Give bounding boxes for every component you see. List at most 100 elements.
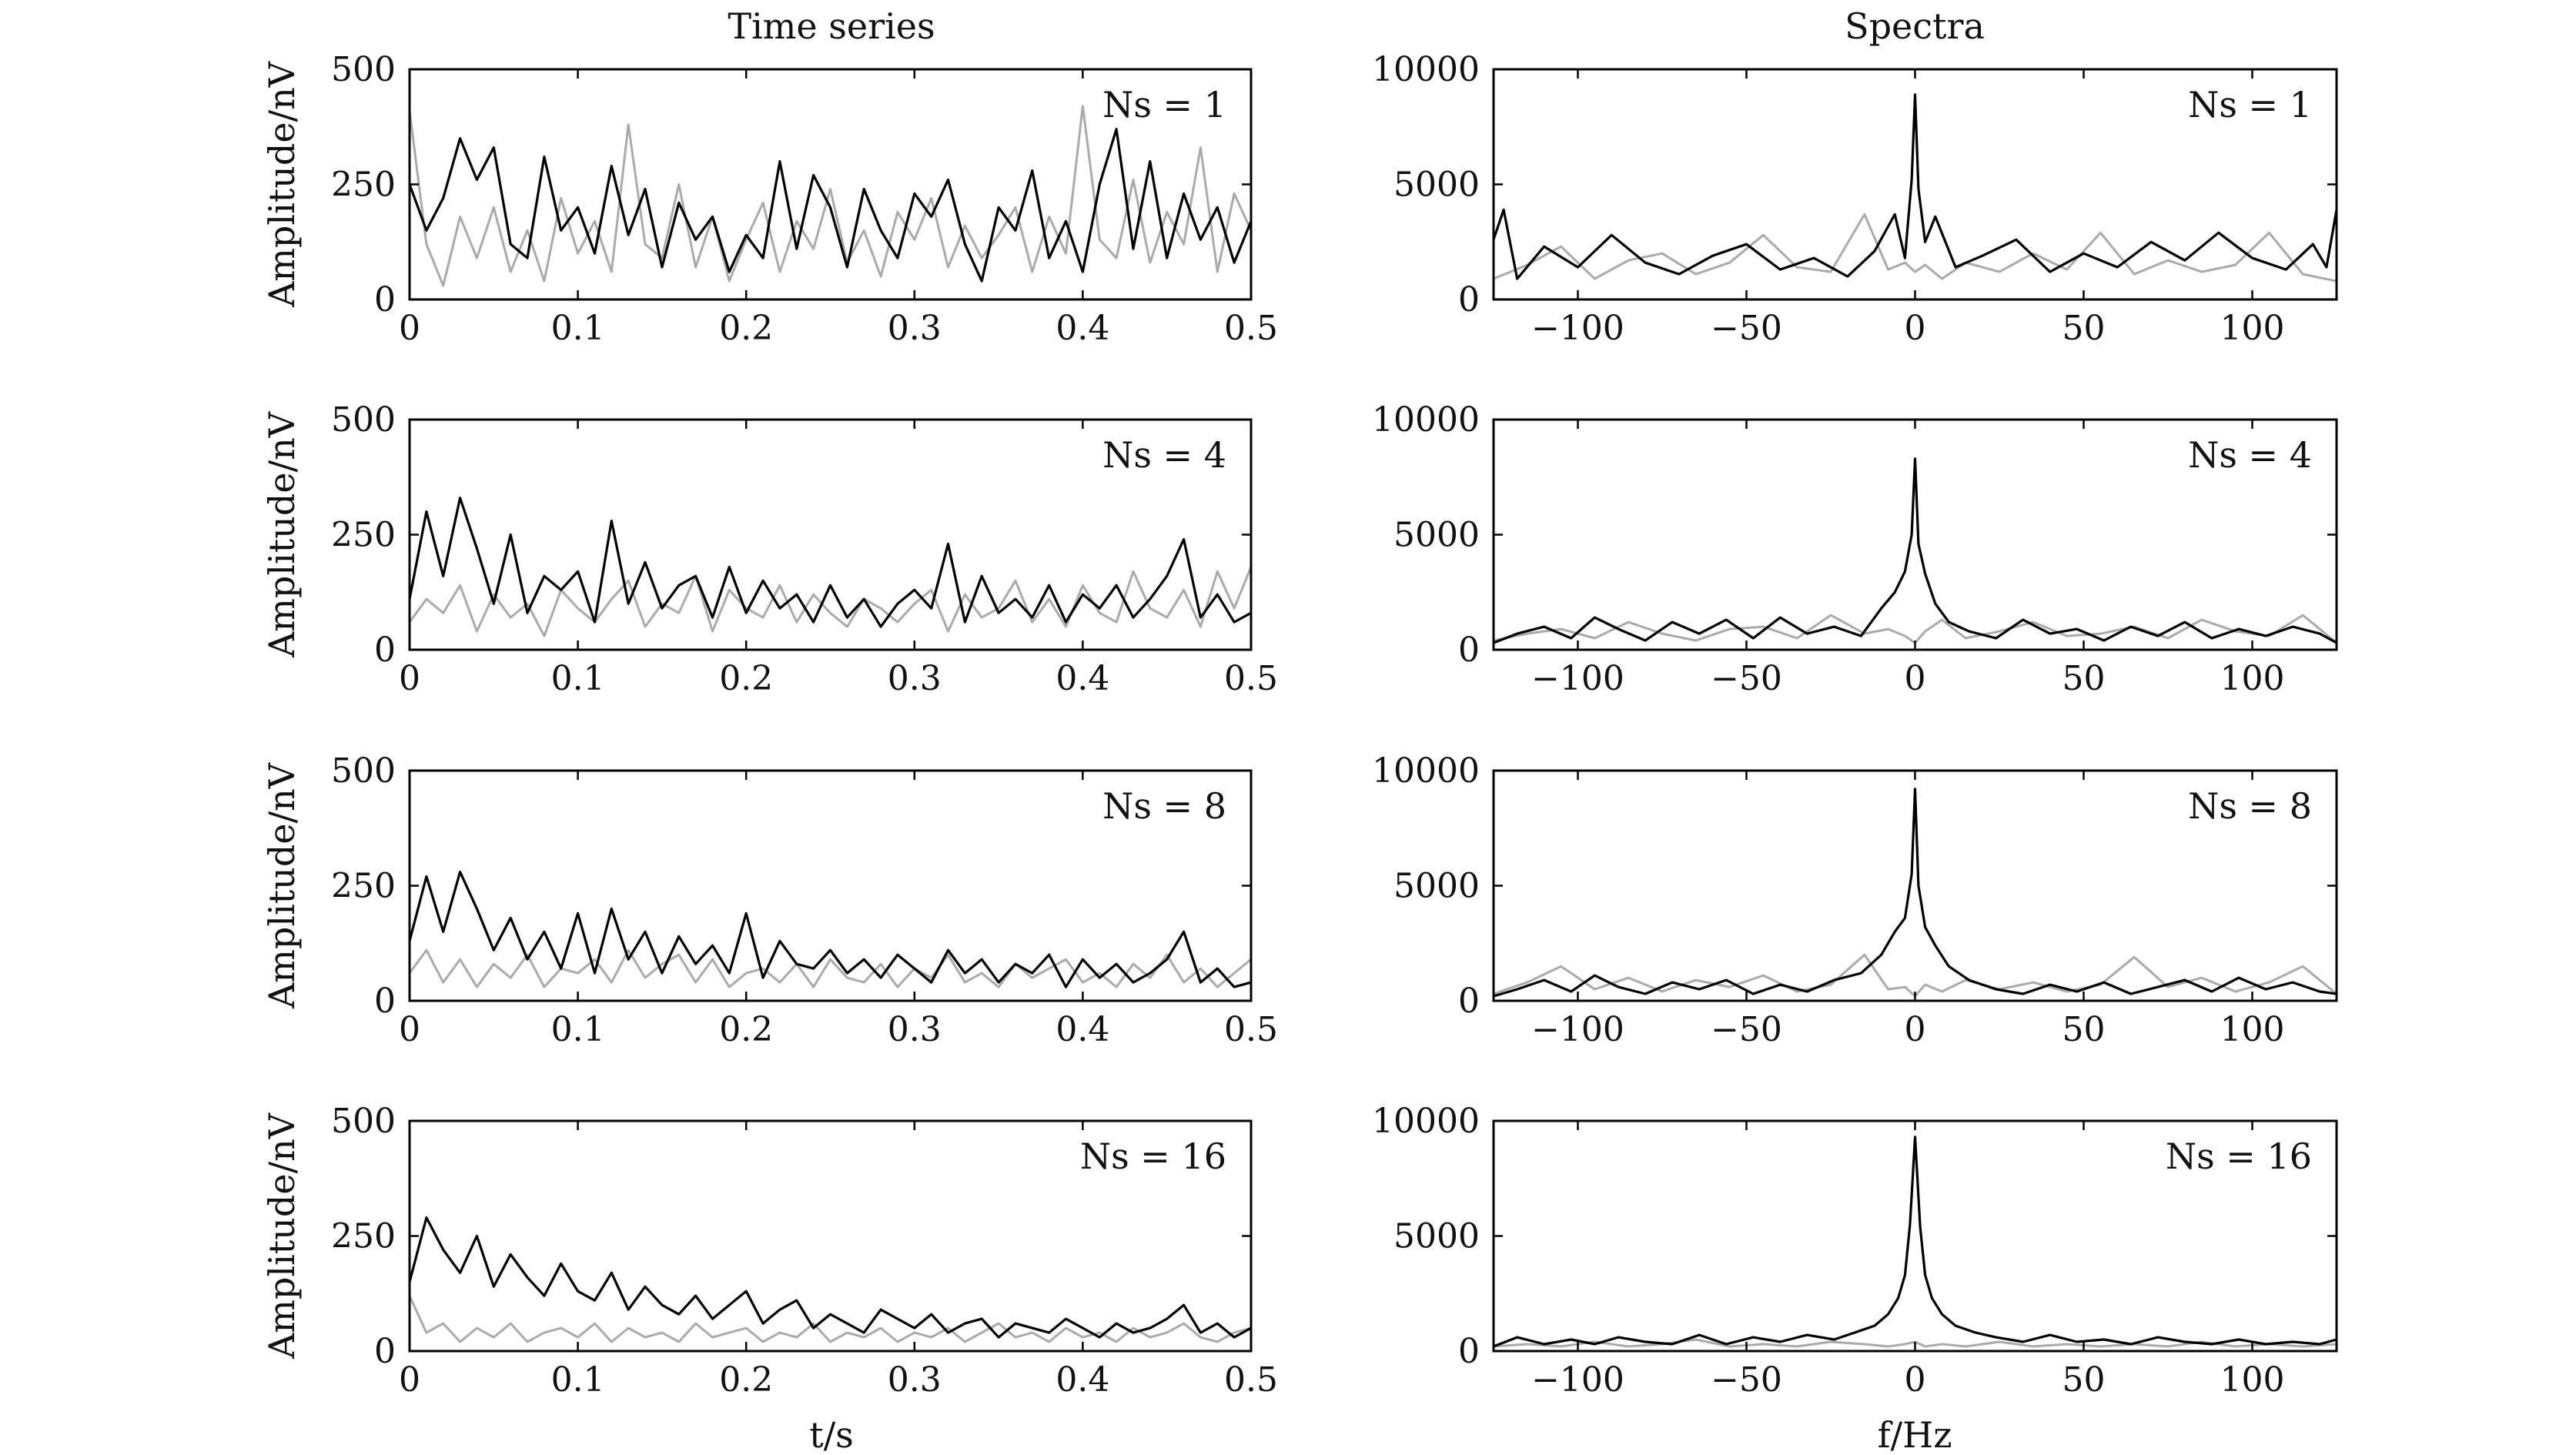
- series-line-signal: [410, 128, 1251, 283]
- x-tick-label: −50: [1711, 1360, 1782, 1400]
- x-tick-label: 0.3: [888, 659, 942, 698]
- x-tick-label: 0.1: [551, 309, 605, 348]
- panel-sp-4: −100 −50 0 50 100 0 5000 10000 Ns = 4: [1372, 400, 2338, 698]
- y-tick-label: 250: [331, 1217, 396, 1256]
- x-tick-label: −100: [1531, 659, 1624, 698]
- panel-sp-8: −100 −50 0 50 100 0 5000 10000 Ns = 8: [1372, 751, 2338, 1049]
- y-tick-label: 0: [374, 280, 396, 319]
- panel-sp-16: −100 −50 0 50 100 0 5000 10000 Ns = 16: [1372, 1102, 2338, 1400]
- series-line-signal: [1494, 457, 2337, 644]
- time-axis-label: t/s: [809, 1414, 854, 1455]
- x-tick-label: 0.2: [719, 309, 773, 348]
- x-tick-label: −50: [1711, 659, 1782, 698]
- x-tick-label: 0.5: [1224, 659, 1278, 698]
- x-tick-label: 0.4: [1055, 659, 1109, 698]
- ns-annotation: Ns = 1: [2188, 84, 2312, 125]
- y-tick-label: 500: [331, 400, 396, 440]
- x-tick-label: 0.2: [719, 1010, 773, 1049]
- series-line-noise: [410, 948, 1251, 988]
- y-tick-label: 0: [374, 630, 396, 670]
- panel-ts-16: 0 0.1 0.2 0.3 0.4 0.5 0 250 500 Ns = 16 Amplitude/…: [261, 1102, 1278, 1400]
- x-tick-label: 0: [399, 1010, 420, 1049]
- x-tick-label: −50: [1711, 309, 1782, 348]
- panel-ts-4: 0 0.1 0.2 0.3 0.4 0.5 0 250 500 Ns = 4 Amplitude/n…: [261, 400, 1278, 698]
- y-tick-label: 10000: [1372, 751, 1480, 791]
- x-tick-label: 50: [2062, 659, 2106, 698]
- series-line-noise: [410, 1295, 1251, 1343]
- x-tick-label: 0.5: [1224, 1010, 1278, 1049]
- x-tick-label: 0.1: [551, 659, 605, 698]
- y-tick-label: 500: [331, 1102, 396, 1141]
- ns-annotation: Ns = 16: [1080, 1136, 1226, 1177]
- series-line-noise: [1494, 212, 2337, 283]
- series-line-signal: [410, 870, 1251, 988]
- series-line-signal: [1494, 1136, 2337, 1348]
- x-tick-label: 0.2: [719, 659, 773, 698]
- amplitude-axis-label: Amplitude/nV: [261, 762, 303, 1009]
- y-tick-label: 500: [331, 50, 396, 89]
- panel-ts-8: 0 0.1 0.2 0.3 0.4 0.5 0 250 500 Ns = 8 Amplitude/n…: [261, 751, 1278, 1049]
- panel-ts-1: 0 0.1 0.2 0.3 0.4 0.5 0 250 500 Ns = 1 Amplitude/n…: [261, 50, 1278, 348]
- spectra-column-title: Spectra: [1845, 5, 1985, 47]
- y-tick-label: 250: [331, 166, 396, 205]
- x-tick-label: 0: [1905, 659, 1926, 698]
- y-tick-label: 0: [374, 982, 396, 1021]
- x-tick-label: 100: [2220, 659, 2285, 698]
- x-tick-label: 50: [2062, 1010, 2106, 1049]
- x-tick-label: 0.3: [888, 309, 942, 348]
- series-line-signal: [1494, 788, 2337, 998]
- series-line-noise: [410, 105, 1251, 287]
- y-tick-label: 5000: [1393, 867, 1480, 906]
- x-tick-label: −50: [1711, 1010, 1782, 1049]
- y-tick-label: 0: [1458, 1332, 1480, 1371]
- ns-annotation: Ns = 16: [2166, 1136, 2312, 1177]
- y-tick-label: 10000: [1372, 400, 1480, 440]
- panel-sp-1: −100 −50 0 50 100 0 5000 10000 Ns = 1: [1372, 50, 2338, 348]
- x-tick-label: 0.3: [888, 1010, 942, 1049]
- ns-annotation: Ns = 4: [1102, 434, 1226, 476]
- x-tick-label: 0.4: [1055, 1010, 1109, 1049]
- x-tick-label: 0: [1905, 1360, 1926, 1400]
- x-tick-label: 0: [399, 1360, 420, 1400]
- x-tick-label: 50: [2062, 1360, 2106, 1400]
- series-line-signal: [1494, 93, 2337, 280]
- y-tick-label: 0: [1458, 280, 1480, 319]
- x-tick-label: 0.3: [888, 1360, 942, 1400]
- y-tick-label: 0: [374, 1332, 396, 1371]
- y-tick-label: 500: [331, 751, 396, 791]
- x-tick-label: 0.1: [551, 1360, 605, 1400]
- x-tick-label: 0.4: [1055, 1360, 1109, 1400]
- x-tick-label: 100: [2220, 1010, 2285, 1049]
- series-line-noise: [410, 566, 1251, 637]
- x-tick-label: 0: [399, 309, 420, 348]
- x-tick-label: 100: [2220, 309, 2285, 348]
- x-tick-label: 0.5: [1224, 309, 1278, 348]
- x-tick-label: 0: [1905, 1010, 1926, 1049]
- x-tick-label: −100: [1531, 1360, 1624, 1400]
- y-tick-label: 5000: [1393, 1217, 1480, 1256]
- amplitude-axis-label: Amplitude/nV: [261, 61, 303, 308]
- x-tick-label: 0.4: [1055, 309, 1109, 348]
- x-tick-label: −100: [1531, 309, 1624, 348]
- amplitude-axis-label: Amplitude/nV: [261, 1112, 303, 1360]
- y-tick-label: 250: [331, 516, 396, 555]
- series-line-signal: [410, 497, 1251, 628]
- y-tick-label: 5000: [1393, 516, 1480, 555]
- ns-annotation: Ns = 8: [1102, 785, 1226, 827]
- x-tick-label: 100: [2220, 1360, 2285, 1400]
- x-tick-label: 0.2: [719, 1360, 773, 1400]
- series-line-signal: [410, 1216, 1251, 1339]
- x-tick-label: 0.5: [1224, 1360, 1278, 1400]
- time-series-column-title: Time series: [728, 5, 935, 47]
- ns-annotation: Ns = 1: [1102, 84, 1226, 125]
- y-tick-label: 10000: [1372, 50, 1480, 89]
- x-tick-label: −100: [1531, 1010, 1624, 1049]
- y-tick-label: 0: [1458, 982, 1480, 1021]
- amplitude-axis-label: Amplitude/nV: [261, 411, 303, 658]
- x-tick-label: 0: [399, 659, 420, 698]
- x-tick-label: 50: [2062, 309, 2106, 348]
- y-tick-label: 10000: [1372, 1102, 1480, 1141]
- x-tick-label: 0.1: [551, 1010, 605, 1049]
